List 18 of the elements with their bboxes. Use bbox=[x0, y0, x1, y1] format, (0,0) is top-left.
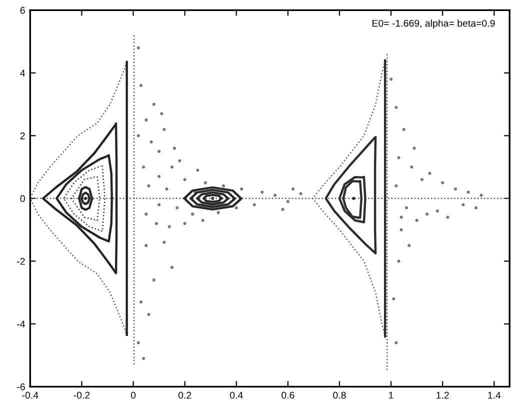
y-tick-label: -2 bbox=[17, 258, 25, 265]
annotation: E0= -1.669, alpha= beta=0.9 bbox=[372, 20, 495, 29]
x-tick-label: -0.4 bbox=[22, 392, 38, 399]
x-tick-label: 0.4 bbox=[230, 392, 243, 399]
x-tick-label: 1.4 bbox=[488, 392, 501, 399]
y-tick-label: 0 bbox=[20, 195, 25, 202]
x-tick-label: 0 bbox=[130, 392, 136, 399]
x-tick-label: 0.2 bbox=[178, 392, 192, 399]
y-tick-label: 4 bbox=[20, 70, 26, 76]
x-tick-label: 0.6 bbox=[282, 392, 294, 399]
y-tick-label: 2 bbox=[20, 132, 25, 140]
y-tick-label: -4 bbox=[17, 320, 26, 328]
y-tick-label: 6 bbox=[20, 6, 25, 14]
x-tick-label: 1.2 bbox=[436, 392, 449, 399]
y-tick-label: -6 bbox=[17, 383, 25, 390]
x-tick-label: 0.8 bbox=[333, 392, 346, 399]
x-tick-label: 1 bbox=[389, 392, 394, 399]
x-tick-label: -0.2 bbox=[74, 392, 90, 399]
